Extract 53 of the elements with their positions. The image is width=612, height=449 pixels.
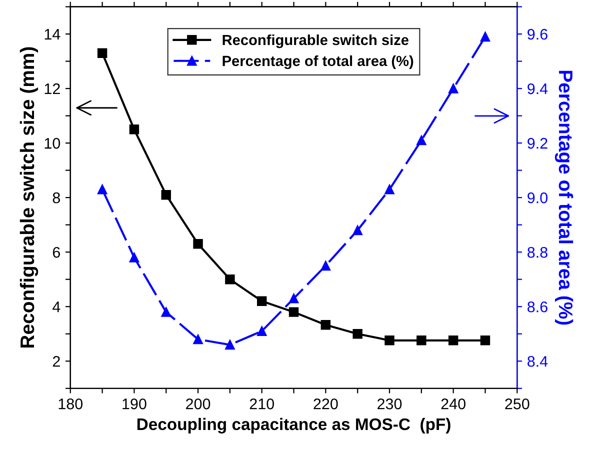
point [320, 320, 331, 330]
y-axis-title: Reconfigurable switch size (mm) [20, 47, 38, 348]
y-tick-label: 2 [52, 356, 60, 367]
point [384, 184, 394, 194]
y2-tick-label: 9.0 [528, 192, 548, 204]
point [129, 124, 140, 134]
y-tick-label: 12 [44, 83, 60, 94]
x-tick-label: 200 [186, 398, 210, 410]
y-tick-label: 6 [52, 246, 60, 258]
y2-tick-label: 9.6 [528, 28, 548, 40]
x-tick-label: 190 [122, 398, 146, 410]
point [352, 225, 362, 236]
point [480, 336, 490, 346]
point [161, 307, 171, 317]
point [320, 260, 331, 271]
y2-tick-label: 8.4 [528, 356, 548, 367]
x-axis-title: Decoupling capacitance as MOS-C (pF) [137, 418, 450, 434]
y-tick-label: 14 [44, 29, 60, 40]
point [97, 184, 108, 194]
point [193, 239, 203, 249]
x-tick-label: 250 [505, 398, 530, 410]
y2-tick-label: 8.8 [528, 246, 548, 258]
y2-tick-label: 9.2 [528, 138, 548, 149]
point [193, 334, 203, 344]
y2-tick-label: 8.6 [528, 301, 548, 312]
legend-label: Reconfigurable switch size [222, 34, 408, 48]
x-tick-label: 230 [378, 398, 402, 410]
point [256, 326, 267, 336]
point [352, 329, 362, 339]
point [448, 84, 458, 94]
point [97, 48, 108, 58]
point [416, 336, 426, 346]
y-tick-label: 8 [52, 192, 60, 204]
y-tick-label: 10 [44, 138, 60, 149]
point [161, 190, 171, 200]
point [288, 307, 299, 317]
point [480, 32, 490, 42]
point [256, 296, 267, 306]
y-tick-label: 4 [52, 302, 60, 312]
x-tick-label: 210 [250, 398, 274, 410]
y2-axis-title: Percentage of total area (%) [554, 70, 574, 325]
point [384, 336, 394, 346]
x-tick-label: 180 [58, 398, 83, 410]
point [416, 135, 426, 146]
point [448, 336, 458, 346]
point [225, 340, 235, 350]
point [129, 252, 140, 262]
x-tick-label: 220 [314, 398, 338, 410]
y2-tick-label: 9.4 [528, 83, 548, 94]
point [288, 294, 299, 304]
x-tick-label: 240 [441, 398, 466, 410]
point [225, 274, 235, 284]
legend-label: Percentage of total area (%) [222, 55, 414, 70]
